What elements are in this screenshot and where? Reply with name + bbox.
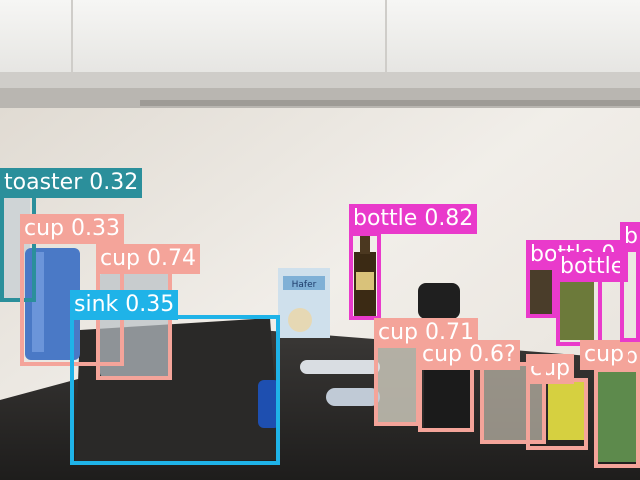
product-box-picture (288, 308, 312, 332)
detection-box-bottle (349, 232, 381, 320)
light-strip (140, 100, 640, 106)
detection-label-cup: cup (580, 340, 629, 370)
blue-bottle (258, 380, 280, 428)
bottle-3 (560, 280, 594, 340)
grinder (418, 283, 460, 319)
detection-label-bottle: bottle 0.82 (349, 204, 478, 234)
detection-box-sink (70, 315, 280, 465)
cabinet-bottom-edge (0, 72, 640, 88)
detection-label-bottle: bottle (556, 252, 629, 282)
detection-label-bottle: b (620, 222, 640, 252)
detection-box-bottle (556, 272, 602, 346)
plant-cup (598, 372, 638, 462)
cup-glass (378, 346, 418, 422)
detection-label-cup: cup (526, 354, 575, 384)
detection-label-cup: cup 0.74 (96, 244, 200, 274)
detection-box-cup (418, 366, 474, 432)
detection-box-cup (374, 344, 420, 426)
product-box-text: Hafer (292, 280, 317, 290)
dark-cup (424, 368, 472, 430)
yellow-cup (548, 380, 584, 440)
detection-label-toaster: toaster 0.32 (0, 168, 143, 198)
detection-label-cup: cup 0.33 (20, 214, 124, 244)
detection-box-cup (594, 368, 640, 468)
bottle-2 (530, 268, 552, 316)
oil-bottle-label (356, 272, 374, 290)
detection-box-bottle (526, 266, 556, 318)
detection-box-cup (480, 362, 546, 444)
tube-item (300, 360, 380, 374)
oil-bottle-neck (360, 230, 370, 254)
product-box-band (283, 276, 325, 290)
detection-label-sink: sink 0.35 (70, 290, 179, 320)
tube-item (326, 388, 380, 406)
